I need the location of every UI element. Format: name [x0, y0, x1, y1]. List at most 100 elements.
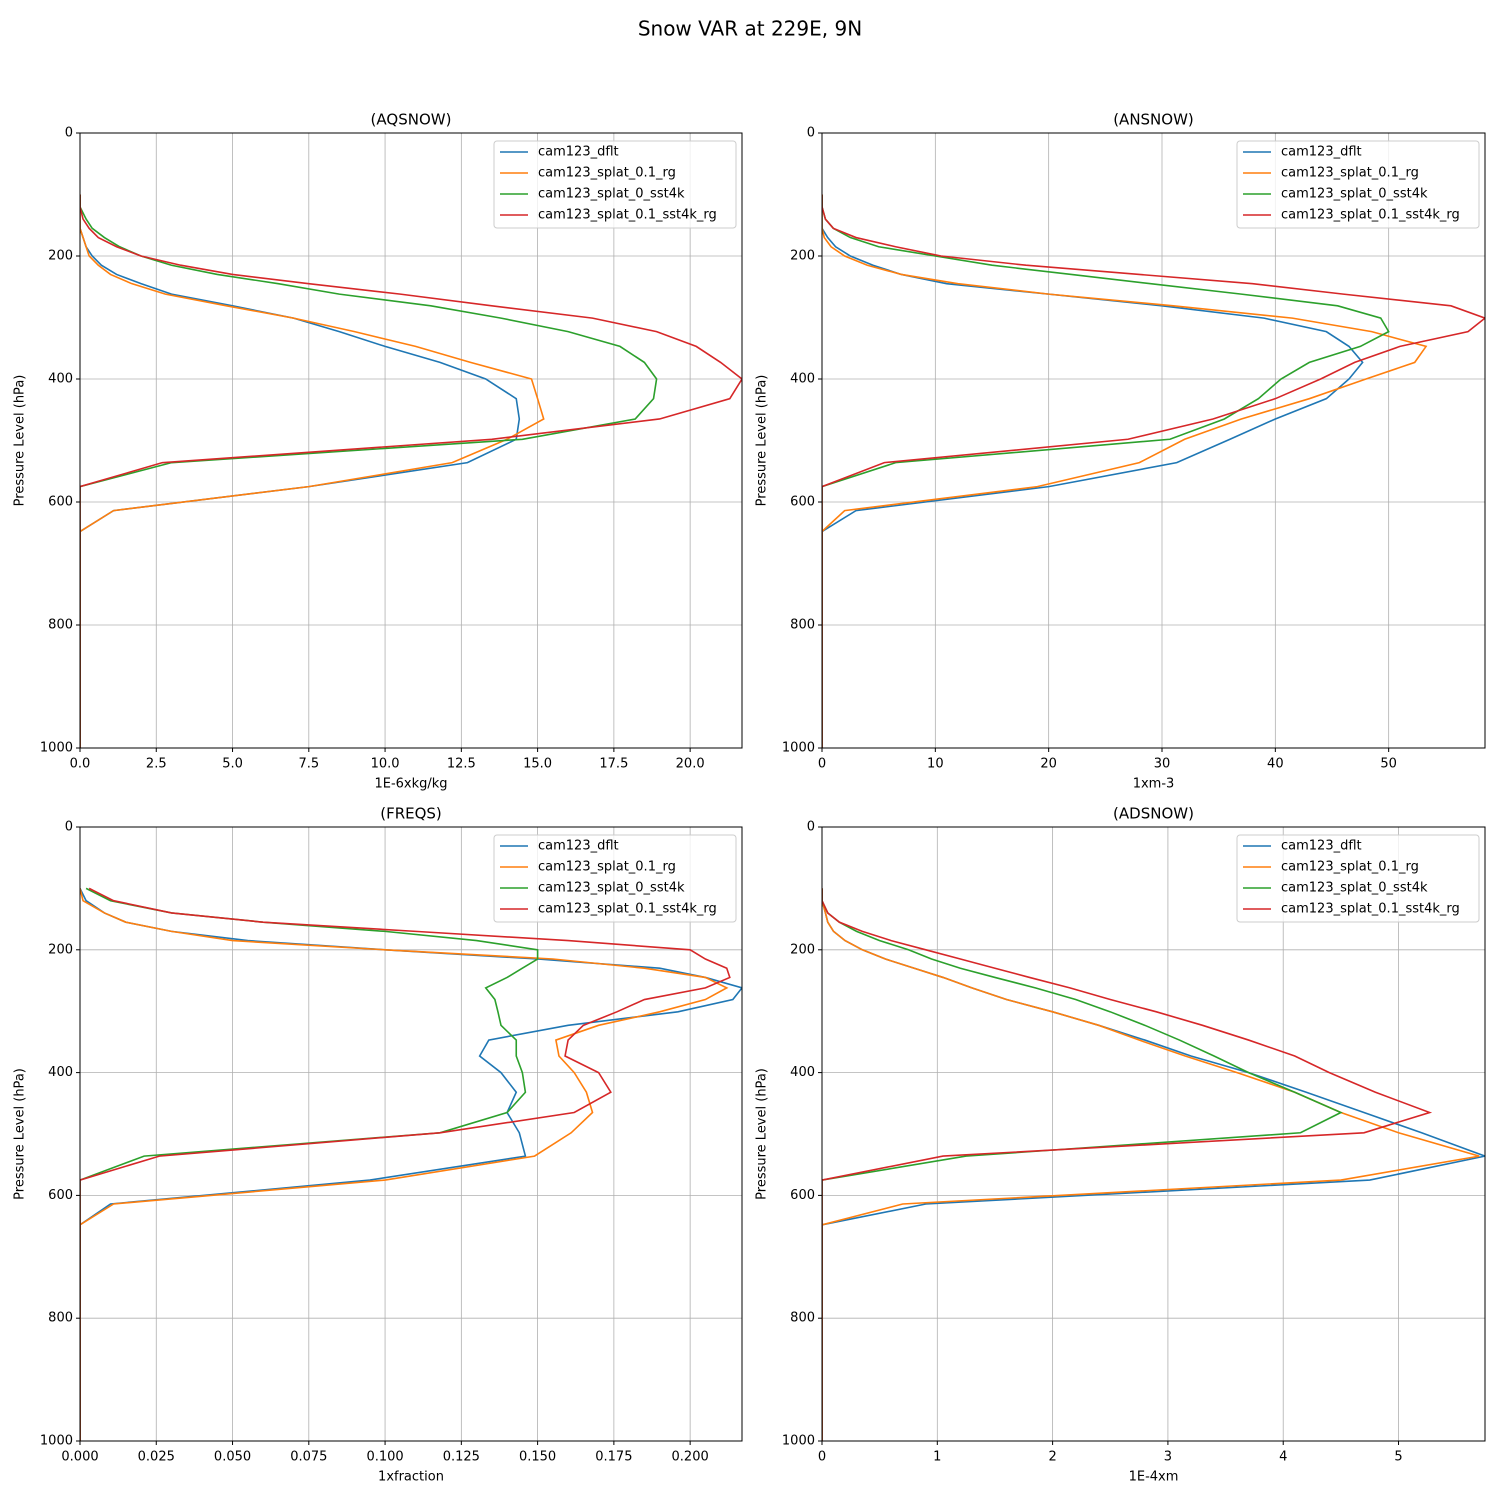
x-axis-label: 1E-4xm	[1129, 1470, 1179, 1485]
y-tick-label: 200	[48, 249, 73, 264]
x-tick-label: 0.150	[519, 1450, 556, 1465]
legend-label: cam123_splat_0.1_sst4k_rg	[1281, 208, 1460, 223]
y-axis-label: Pressure Level (hPa)	[13, 1068, 28, 1200]
legend-label: cam123_splat_0.1_sst4k_rg	[538, 902, 717, 917]
y-tick-label: 200	[790, 249, 815, 264]
x-tick-label: 40	[1267, 757, 1284, 772]
x-tick-label: 17.5	[599, 757, 628, 772]
legend-label: cam123_splat_0_sst4k	[538, 881, 685, 896]
axes-title: (AQSNOW)	[371, 111, 452, 129]
series-line	[822, 888, 1480, 1441]
axes-frame	[79, 132, 743, 749]
legend-label: cam123_splat_0.1_rg	[1281, 166, 1419, 181]
x-tick-label: 0.025	[138, 1450, 175, 1465]
x-tick-label: 0.175	[595, 1450, 632, 1465]
legend-label: cam123_dflt	[1281, 145, 1362, 160]
legend-label: cam123_splat_0.1_rg	[538, 166, 676, 181]
axes-frame	[821, 826, 1486, 1442]
x-tick-label: 30	[1154, 757, 1171, 772]
x-tick-label: 7.5	[298, 757, 319, 772]
x-tick-label: 50	[1380, 757, 1397, 772]
y-tick-label: 1000	[782, 1434, 815, 1449]
x-tick-label: 0.000	[61, 1450, 98, 1465]
x-tick-label: 0.200	[672, 1450, 709, 1465]
legend-box	[1236, 140, 1480, 229]
y-tick-label: 200	[790, 942, 815, 957]
legend-label: cam123_splat_0_sst4k	[1281, 881, 1428, 896]
x-tick-label: 0.050	[214, 1450, 251, 1465]
x-tick-label: 0	[818, 757, 826, 772]
y-tick-label: 0	[65, 820, 73, 835]
y-tick-label: 600	[48, 495, 73, 510]
x-axis-label: 1xfraction	[378, 1470, 444, 1485]
x-axis-label: 1E-6xkg/kg	[374, 777, 447, 792]
y-tick-label: 800	[790, 618, 815, 633]
legend-box	[493, 834, 737, 923]
y-tick-label: 800	[48, 1311, 73, 1326]
series-line	[822, 194, 1428, 748]
axes: 0.000 0.025 0.050 0.075 0.100 0.125 0.150 0.175…	[13, 805, 743, 1485]
legend-label: cam123_dflt	[1281, 839, 1362, 854]
y-tick-label: 400	[48, 372, 73, 387]
series-line	[822, 888, 1343, 1441]
y-tick-label: 0	[807, 820, 815, 835]
y-tick-label: 600	[790, 1188, 815, 1203]
series-line	[80, 194, 545, 748]
x-tick-label: 0.0	[70, 757, 91, 772]
x-tick-label: 2	[1048, 1450, 1056, 1465]
legend-label: cam123_dflt	[538, 145, 619, 160]
x-tick-label: 0	[818, 1450, 826, 1465]
axes: 0 1 2 3 4 5 0 200 400 600 800 1000 (ADSNOW) 1E-4xm Pre…	[755, 805, 1486, 1485]
legend-label: cam123_splat_0.1_sst4k_rg	[538, 208, 717, 223]
x-tick-label: 12.5	[447, 757, 476, 772]
axes-title: (ADSNOW)	[1113, 805, 1194, 823]
y-tick-label: 1000	[40, 741, 73, 756]
series-line	[80, 887, 539, 1441]
x-axis-label: 1xm-3	[1133, 777, 1175, 792]
x-tick-label: 5	[1394, 1450, 1402, 1465]
x-tick-label: 2.5	[146, 757, 167, 772]
series-line	[80, 888, 742, 1441]
series-line	[80, 194, 742, 748]
x-tick-label: 3	[1164, 1450, 1172, 1465]
x-tick-label: 5.0	[222, 757, 243, 772]
series-line	[822, 888, 1433, 1441]
axes-frame	[821, 132, 1486, 749]
legend-label: cam123_dflt	[538, 839, 619, 854]
x-tick-label: 0.125	[443, 1450, 480, 1465]
axes-frame	[79, 826, 743, 1442]
y-tick-label: 400	[48, 1065, 73, 1080]
y-tick-label: 400	[790, 1065, 815, 1080]
y-tick-label: 400	[790, 372, 815, 387]
y-tick-label: 0	[807, 126, 815, 141]
y-tick-label: 800	[790, 1311, 815, 1326]
legend-label: cam123_splat_0_sst4k	[1281, 187, 1428, 202]
x-tick-label: 0.075	[290, 1450, 327, 1465]
legend-label: cam123_splat_0.1_rg	[538, 860, 676, 875]
y-tick-label: 800	[48, 618, 73, 633]
y-tick-label: 600	[48, 1188, 73, 1203]
x-tick-label: 10	[927, 757, 944, 772]
y-axis-label: Pressure Level (hPa)	[755, 1068, 770, 1200]
legend-label: cam123_splat_0.1_sst4k_rg	[1281, 902, 1460, 917]
series-line	[80, 888, 729, 1441]
axes-title: (ANSNOW)	[1113, 111, 1194, 129]
x-tick-label: 10.0	[371, 757, 400, 772]
x-tick-label: 1	[933, 1450, 941, 1465]
y-tick-label: 600	[790, 495, 815, 510]
y-axis-label: Pressure Level (hPa)	[13, 375, 28, 507]
y-axis-label: Pressure Level (hPa)	[755, 375, 770, 507]
series-line	[80, 887, 731, 1441]
legend-label: cam123_splat_0.1_rg	[1281, 860, 1419, 875]
y-tick-label: 200	[48, 942, 73, 957]
legend-label: cam123_splat_0_sst4k	[538, 187, 685, 202]
axes: 0.0 2.5 5.0 7.5 10.0 12.5 15.0 17.5 20.0 0 200 400 6…	[13, 111, 743, 792]
series-line	[80, 194, 658, 748]
axes: 0 10 20 30 40 50 0 200 400 600 800 1000 (ANSNOW) 1xm-…	[755, 111, 1486, 792]
x-tick-label: 4	[1279, 1450, 1287, 1465]
legend-box	[493, 140, 737, 229]
x-tick-label: 20	[1040, 757, 1057, 772]
series-line	[822, 194, 1485, 748]
figure-title: Snow VAR at 229E, 9N	[638, 17, 862, 41]
x-tick-label: 0.100	[366, 1450, 403, 1465]
